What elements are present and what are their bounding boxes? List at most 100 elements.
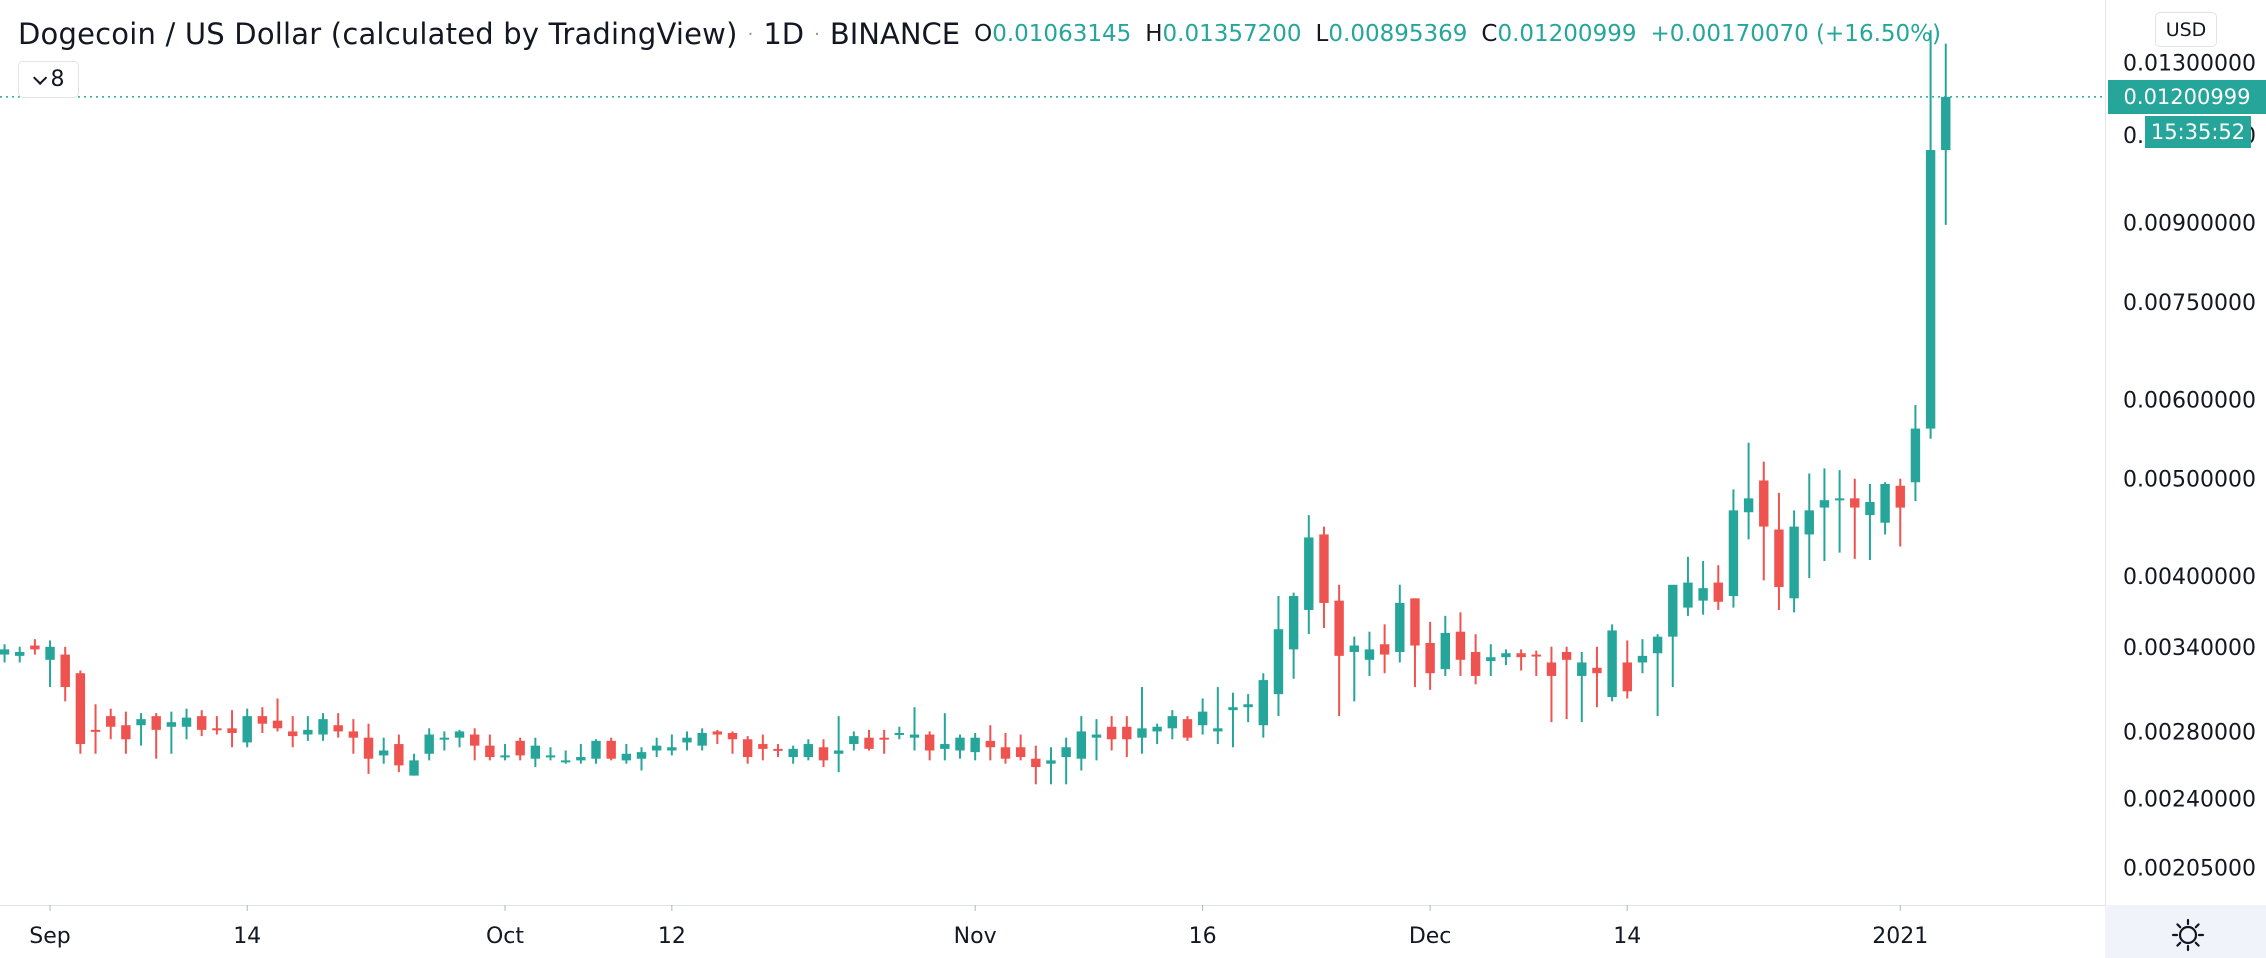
y-tick-label: 0.00340000 bbox=[2123, 636, 2256, 661]
candle-body bbox=[1774, 529, 1784, 588]
candle-body bbox=[1941, 96, 1951, 151]
candle-body bbox=[1486, 657, 1496, 662]
candle-body bbox=[697, 732, 707, 746]
bar-countdown-label: 15:35:52 bbox=[2145, 115, 2251, 148]
candle-body bbox=[469, 734, 480, 746]
candle-body bbox=[1410, 598, 1420, 646]
candle-body bbox=[864, 737, 874, 749]
low-value: 0.00895369 bbox=[1328, 21, 1468, 47]
candle-body bbox=[1364, 649, 1375, 660]
y-tick-label: 0.00600000 bbox=[2123, 388, 2256, 413]
y-tick-label: 0.00900000 bbox=[2123, 212, 2256, 237]
close-value: 0.01200999 bbox=[1497, 21, 1637, 47]
x-tick-label: Nov bbox=[954, 924, 997, 949]
y-tick-label: 0.00240000 bbox=[2123, 788, 2256, 813]
candle-body bbox=[1167, 716, 1178, 729]
candle-body bbox=[1455, 631, 1466, 660]
candle-body bbox=[1683, 582, 1693, 608]
candle-body bbox=[1197, 711, 1208, 726]
high-value: 0.01357200 bbox=[1162, 21, 1302, 47]
candle-body bbox=[667, 747, 677, 751]
candle-body bbox=[1273, 629, 1284, 695]
indicators-toggle-button[interactable]: 8 bbox=[18, 61, 79, 98]
candle-body bbox=[1152, 726, 1162, 732]
y-tick-label: 0.01300000 bbox=[2123, 51, 2256, 76]
last-price-label: 0.01200999 bbox=[2108, 79, 2266, 114]
candle-body bbox=[181, 717, 192, 727]
candle-body bbox=[970, 737, 980, 753]
candle-body bbox=[348, 731, 359, 738]
y-tick-label: 0.00400000 bbox=[2123, 565, 2256, 590]
symbol-title[interactable]: Dogecoin / US Dollar (calculated by Trad… bbox=[18, 17, 738, 51]
candle-body bbox=[1850, 498, 1860, 508]
candle-body bbox=[1880, 484, 1890, 523]
candle-body bbox=[318, 719, 328, 735]
candle-body bbox=[0, 649, 10, 655]
candle-body bbox=[485, 745, 495, 758]
candle-body bbox=[242, 716, 252, 743]
candle-body bbox=[818, 747, 829, 761]
candle-body bbox=[60, 654, 70, 688]
candle-body bbox=[606, 740, 616, 759]
candle-body bbox=[1804, 510, 1814, 535]
candle-body bbox=[1622, 662, 1632, 692]
header-separator: · bbox=[747, 23, 754, 45]
candle-body bbox=[1182, 719, 1193, 738]
x-tick-label: 16 bbox=[1189, 924, 1217, 949]
candle-body bbox=[1137, 728, 1147, 738]
candle-body bbox=[1607, 630, 1617, 698]
candle-body bbox=[621, 753, 632, 761]
candle-body bbox=[545, 755, 556, 758]
x-tick-label: 2021 bbox=[1872, 924, 1928, 949]
x-tick-label: 14 bbox=[233, 924, 261, 949]
y-tick-label: 0.00205000 bbox=[2123, 856, 2256, 881]
high-key: H bbox=[1145, 21, 1163, 47]
candle-body bbox=[272, 720, 283, 729]
candle-body bbox=[1122, 726, 1132, 740]
candle-body bbox=[1015, 747, 1026, 758]
candle-body bbox=[1334, 600, 1344, 656]
candle-body bbox=[45, 646, 55, 660]
candle-body bbox=[1759, 480, 1769, 527]
candle-body bbox=[879, 737, 889, 740]
candle-body bbox=[1470, 651, 1481, 676]
candle-body bbox=[136, 719, 146, 726]
interval-label[interactable]: 1D bbox=[763, 17, 805, 51]
candle-body bbox=[1319, 534, 1329, 603]
axis-corner bbox=[2105, 905, 2266, 958]
candle-body bbox=[1698, 588, 1708, 601]
candle-body bbox=[1637, 655, 1648, 663]
candle-body bbox=[1425, 642, 1435, 674]
candle-body bbox=[1546, 662, 1557, 676]
candle-body bbox=[1592, 667, 1602, 674]
candle-body bbox=[1258, 680, 1269, 726]
candle-body bbox=[121, 725, 131, 740]
candle-body bbox=[1440, 632, 1450, 670]
candle-body bbox=[924, 734, 935, 751]
candle-body bbox=[1349, 645, 1359, 652]
candle-body bbox=[1516, 653, 1526, 658]
candle-body bbox=[940, 744, 950, 749]
x-tick-label: 14 bbox=[1613, 924, 1641, 949]
header-separator: · bbox=[814, 23, 820, 45]
candle-body bbox=[1501, 653, 1511, 658]
candle-body bbox=[682, 737, 692, 743]
candle-body bbox=[287, 731, 298, 737]
y-tick-label: 0.00750000 bbox=[2123, 291, 2256, 316]
candle-body bbox=[1910, 428, 1921, 483]
currency-button[interactable]: USD bbox=[2155, 12, 2217, 47]
y-tick-label: 0.00500000 bbox=[2123, 468, 2256, 493]
candle-body bbox=[1288, 596, 1299, 650]
candle-body bbox=[439, 737, 450, 740]
candle-body bbox=[1713, 582, 1723, 602]
candle-body bbox=[1865, 502, 1875, 516]
candle-body bbox=[1304, 537, 1314, 610]
candle-body bbox=[90, 729, 101, 732]
candle-body bbox=[333, 725, 343, 732]
candle-body bbox=[378, 750, 389, 756]
candle-body bbox=[833, 750, 844, 754]
y-tick-label: 0.00280000 bbox=[2123, 720, 2256, 745]
candle-body bbox=[151, 716, 161, 730]
gear-icon[interactable] bbox=[2170, 917, 2206, 953]
